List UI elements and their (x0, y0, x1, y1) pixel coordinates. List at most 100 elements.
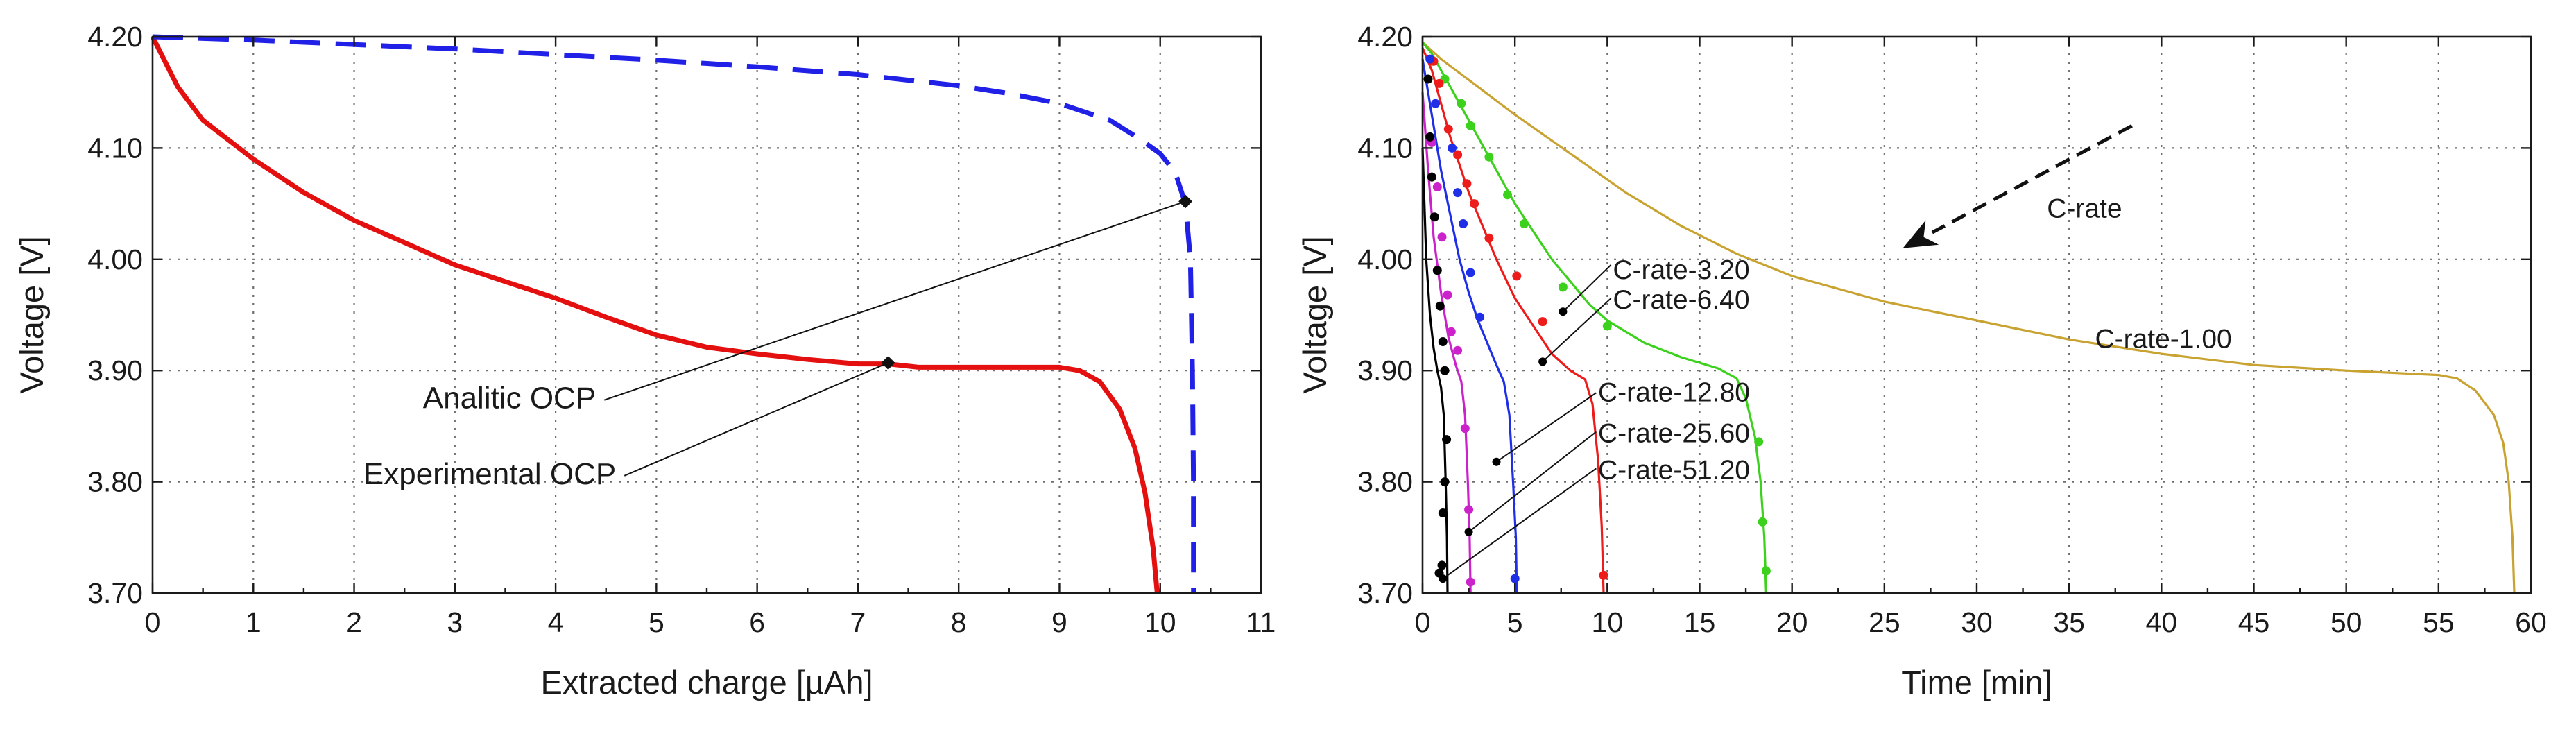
left-y-tick-label: 3.70 (87, 577, 143, 609)
crate-label: C-rate-12.80 (1598, 377, 1750, 407)
crate-data-point (1475, 312, 1485, 322)
crate-data-point (1512, 271, 1522, 281)
crate-data-point (1438, 337, 1448, 346)
left-chart-extracted-charge: Analitic OCP Experimental OCP 0 1 2 3 4 5 6 7 8 9 1… (13, 21, 1276, 701)
crate-data-point (1442, 435, 1452, 445)
crate-data-point (1558, 282, 1568, 292)
crate-leader-line (1495, 392, 1597, 463)
right-annotations: C-rate-3.20C-rate-6.40 C-rate-12.80 C-rate… (1439, 124, 2232, 583)
crate-leader-line (1468, 431, 1597, 533)
crate-label: C-rate-3.20 (1613, 255, 1749, 285)
crate-leader-line (1562, 264, 1612, 312)
right-y-tick-label: 4.10 (1357, 132, 1413, 164)
crate-label: C-rate-1.00 (2095, 324, 2231, 354)
crate-data-point (1503, 190, 1512, 200)
right-y-tick-label: 3.90 (1357, 354, 1413, 386)
crate-data-point (1761, 566, 1771, 576)
crate-arrow-line (1931, 124, 2133, 234)
crate-line-100 (1421, 41, 2516, 594)
crate-data-point (1432, 266, 1442, 275)
crate-data-point (1431, 99, 1441, 108)
crate-data-point (1459, 219, 1468, 228)
crate-data-point (1466, 577, 1475, 587)
crate-leader-dot (1439, 574, 1448, 583)
annotation-label: Analitic OCP (423, 382, 596, 416)
crate-line-5120 (1421, 148, 1449, 594)
annotation-leader-line (603, 200, 1186, 401)
right-x-tick-label: 20 (1776, 606, 1808, 638)
crate-data-point (1470, 199, 1479, 209)
left-x-tick-label: 9 (1051, 606, 1067, 638)
left-x-tick-label: 11 (1246, 606, 1276, 638)
crate-data-point (1758, 517, 1767, 527)
right-grid (1423, 37, 2531, 593)
crate-data-point (1538, 317, 1547, 327)
crate-data-point (1437, 560, 1447, 570)
right-x-tick-label: 45 (2238, 606, 2270, 638)
left-ticks: 0 1 2 3 4 5 6 7 8 9 10 11 3.70 3.80 3.90 4.00 4.10 4.20 (87, 21, 1276, 638)
crate-data-point (1434, 78, 1444, 88)
left-x-tick-label: 2 (346, 606, 362, 638)
right-x-tick-label: 40 (2146, 606, 2178, 638)
left-x-tick-label: 8 (951, 606, 967, 638)
right-x-tick-label: 5 (1507, 606, 1523, 638)
crate-leader-line (1442, 468, 1597, 579)
left-x-tick-label: 10 (1144, 606, 1176, 638)
right-x-tick-label: 10 (1592, 606, 1624, 638)
crate-data-point (1754, 437, 1764, 447)
crate-label: C-rate-51.20 (1598, 456, 1750, 486)
crate-data-point (1453, 188, 1463, 198)
left-grid (153, 37, 1261, 593)
crate-data-point (1425, 132, 1435, 142)
analytic-ocp-line (152, 34, 1196, 593)
crate-data-point (1423, 74, 1433, 84)
left-x-tick-label: 5 (649, 606, 664, 638)
crate-data-point (1440, 477, 1450, 487)
crate-data-point (1462, 179, 1472, 189)
crate-data-point (1520, 219, 1529, 228)
crate-leader-dot (1464, 527, 1473, 536)
left-annotations: Analitic OCP Experimental OCP (363, 194, 1192, 491)
right-y-tick-label: 4.00 (1357, 243, 1413, 275)
crate-data-point (1510, 574, 1520, 583)
left-y-tick-label: 4.20 (87, 21, 143, 53)
crate-data-point (1443, 124, 1453, 134)
crate-data-point (1464, 505, 1474, 515)
crate-data-point (1453, 150, 1463, 160)
right-y-tick-label: 4.20 (1357, 21, 1413, 53)
crate-data-point (1484, 233, 1494, 243)
right-y-tick-label: 3.70 (1357, 577, 1413, 609)
crate-data-point (1438, 508, 1448, 517)
right-x-tick-label: 55 (2423, 606, 2455, 638)
crate-data-point (1599, 570, 1608, 580)
left-y-tick-label: 4.10 (87, 132, 143, 164)
left-x-tick-label: 7 (850, 606, 866, 638)
right-chart-time: C-rate-3.20C-rate-6.40 C-rate-12.80 C-rate… (1296, 21, 2547, 701)
right-x-tick-label: 25 (1869, 606, 1900, 638)
left-x-tick-label: 4 (548, 606, 564, 638)
crate-leader-dot (1492, 457, 1501, 466)
crate-data-point (1448, 143, 1457, 153)
left-y-tick-label: 4.00 (87, 243, 143, 275)
crate-data-point (1432, 182, 1442, 191)
crate-arrow-head (1903, 220, 1939, 248)
crate-leader-line (1542, 298, 1612, 363)
crate-data-point (1435, 301, 1445, 311)
crate-leader-dot (1538, 357, 1547, 366)
left-y-tick-label: 3.80 (87, 466, 143, 498)
crate-data-point (1440, 366, 1450, 375)
right-series (1421, 41, 2516, 594)
right-y-axis-title: Voltage [V] (1296, 236, 1333, 393)
left-x-axis-title: Extracted charge [µAh] (540, 664, 873, 701)
left-x-tick-label: 6 (749, 606, 765, 638)
left-x-tick-label: 3 (447, 606, 463, 638)
crate-leader-dot (1559, 307, 1568, 316)
crate-data-point (1457, 99, 1466, 108)
crate-data-point (1484, 152, 1494, 162)
crate-data-point (1466, 121, 1475, 130)
crate-label: C-rate-25.60 (1598, 419, 1750, 449)
crate-data-point (1466, 268, 1475, 277)
crate-data-point (1453, 345, 1463, 355)
left-y-tick-label: 3.90 (87, 354, 143, 386)
